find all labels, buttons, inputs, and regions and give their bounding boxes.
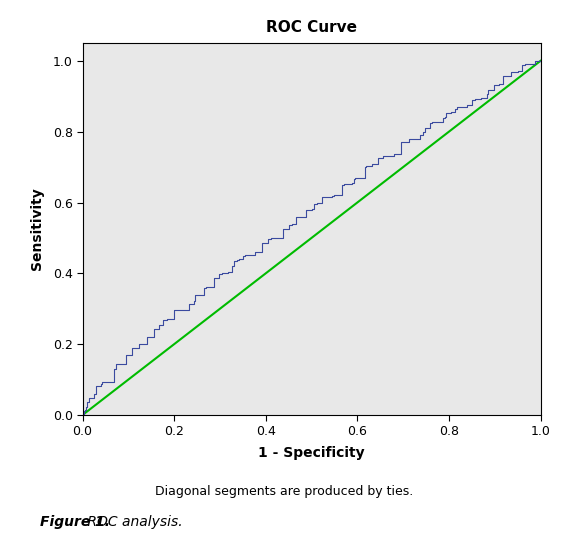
Text: Figure 1.: Figure 1. — [40, 515, 110, 529]
Text: ROC analysis.: ROC analysis. — [83, 515, 182, 529]
Text: Diagonal segments are produced by ties.: Diagonal segments are produced by ties. — [155, 485, 414, 498]
X-axis label: 1 - Specificity: 1 - Specificity — [258, 446, 365, 460]
Y-axis label: Sensitivity: Sensitivity — [31, 188, 44, 271]
Title: ROC Curve: ROC Curve — [266, 20, 357, 35]
